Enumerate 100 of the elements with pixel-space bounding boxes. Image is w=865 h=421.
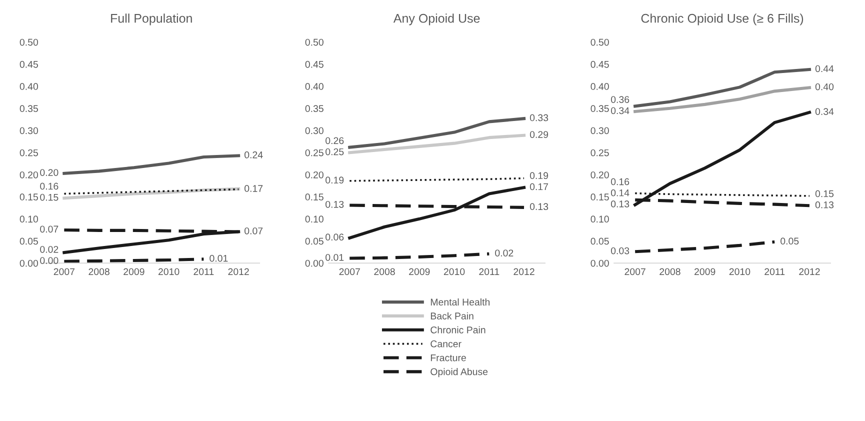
data-label: 0.34 [610, 107, 630, 114]
data-label: 0.01 [326, 254, 344, 261]
y-tick-label: 0.00 [305, 260, 324, 267]
y-tick-label: 0.30 [590, 127, 609, 134]
data-label: 0.00 [40, 257, 58, 264]
data-label: 0.36 [610, 96, 630, 103]
data-label: 0.26 [326, 137, 344, 144]
legend-label: Fracture [430, 354, 466, 362]
data-label: 0.02 [40, 246, 58, 253]
y-tick-label: 0.45 [590, 60, 609, 68]
x-tick-label: 2007 [339, 268, 360, 276]
data-label: 0.17 [244, 185, 263, 192]
y-tick-label: 0.10 [590, 216, 609, 223]
data-label: 0.16 [610, 178, 630, 186]
data-label: 0.44 [815, 65, 834, 72]
x-tick-label: 2008 [374, 268, 395, 276]
y-tick-label: 0.25 [20, 149, 38, 156]
data-label: 0.15 [40, 194, 58, 201]
data-label: 0.34 [815, 108, 834, 115]
legend-label: Cancer [430, 340, 462, 348]
line-series [634, 240, 776, 254]
data-label: 0.13 [610, 200, 630, 208]
legend-label: Mental Health [430, 298, 490, 306]
y-tick-label: 0.35 [305, 105, 324, 112]
y-tick-label: 0.20 [590, 171, 609, 178]
line-series [348, 186, 526, 240]
y-tick-label: 0.05 [590, 238, 609, 245]
data-label: 0.01 [210, 254, 228, 262]
y-tick-label: 0.35 [590, 105, 609, 112]
x-tick-label: 2011 [194, 268, 214, 276]
data-label: 0.06 [326, 234, 344, 241]
x-tick-label: 2010 [444, 268, 465, 276]
x-tick-label: 2008 [88, 268, 110, 276]
x-tick-label: 2012 [228, 268, 249, 276]
line-series [634, 110, 812, 206]
data-label: 0.14 [610, 189, 630, 196]
data-label: 0.24 [244, 151, 263, 158]
y-tick-label: 0.30 [20, 127, 38, 134]
line-series [634, 68, 812, 108]
data-label: 0.02 [495, 250, 514, 256]
data-label: 0.20 [40, 169, 58, 176]
y-tick-label: 0.15 [590, 194, 609, 200]
y-tick-label: 0.25 [590, 149, 609, 156]
x-tick-label: 2009 [694, 268, 716, 276]
y-tick-label: 0.05 [20, 238, 38, 245]
x-tick-label: 2012 [799, 268, 820, 276]
x-tick-label: 2010 [158, 268, 180, 276]
y-tick-label: 0.40 [305, 83, 324, 90]
data-label: 0.13 [815, 201, 834, 208]
data-label: 0.29 [530, 131, 548, 138]
data-label: 0.13 [326, 200, 344, 208]
y-tick-label: 0.50 [305, 38, 324, 46]
y-tick-label: 0.50 [590, 38, 609, 46]
data-label: 0.07 [244, 227, 263, 234]
data-label: 0.25 [326, 148, 344, 156]
data-label: 0.19 [530, 172, 548, 180]
y-tick-label: 0.20 [20, 171, 38, 178]
y-tick-label: 0.30 [305, 127, 324, 134]
data-label: 0.07 [40, 226, 58, 233]
data-label: 0.13 [530, 203, 548, 210]
y-tick-label: 0.40 [590, 83, 609, 90]
x-tick-label: 2008 [660, 268, 680, 276]
y-tick-label: 0.10 [305, 216, 324, 223]
chart-title: Any Opioid Use [393, 14, 480, 26]
y-tick-label: 0.35 [20, 105, 38, 112]
y-tick-label: 0.15 [20, 194, 38, 200]
y-tick-label: 0.10 [20, 216, 38, 223]
y-tick-label: 0.20 [305, 171, 324, 178]
x-tick-label: 2011 [764, 268, 785, 276]
legend-label: Chronic Pain [430, 326, 486, 334]
x-tick-label: 2009 [124, 268, 144, 276]
legend-label: Opioid Abuse [430, 368, 488, 378]
data-label: 0.16 [40, 182, 58, 190]
data-label: 0.15 [815, 190, 834, 198]
y-tick-label: 0.50 [20, 38, 38, 46]
x-tick-label: 2007 [624, 268, 646, 276]
y-tick-label: 0.40 [20, 83, 38, 90]
y-tick-label: 0.25 [305, 149, 324, 156]
y-tick-label: 0.45 [20, 60, 38, 68]
data-label: 0.05 [780, 238, 799, 245]
chart-title: Full Population [111, 14, 192, 26]
data-label: 0.03 [610, 247, 630, 254]
line-series [348, 134, 526, 154]
legend-label: Back Pain [430, 312, 474, 320]
chart-title: Chronic Opioid Use (≥ 6 Fills) [641, 14, 804, 26]
x-tick-label: 2010 [729, 268, 750, 276]
y-tick-label: 0.00 [590, 260, 609, 267]
y-tick-label: 0.00 [20, 260, 38, 267]
line-series [634, 86, 812, 114]
line-series [62, 154, 240, 175]
line-series [348, 117, 526, 149]
data-label: 0.33 [530, 114, 548, 122]
x-tick-label: 2012 [514, 268, 534, 276]
y-tick-label: 0.45 [305, 60, 324, 68]
x-tick-label: 2011 [479, 268, 500, 276]
data-label: 0.17 [530, 183, 548, 190]
data-label: 0.40 [815, 83, 834, 90]
y-tick-label: 0.05 [305, 238, 324, 245]
x-tick-label: 2009 [409, 268, 430, 276]
x-tick-label: 2007 [54, 268, 75, 276]
